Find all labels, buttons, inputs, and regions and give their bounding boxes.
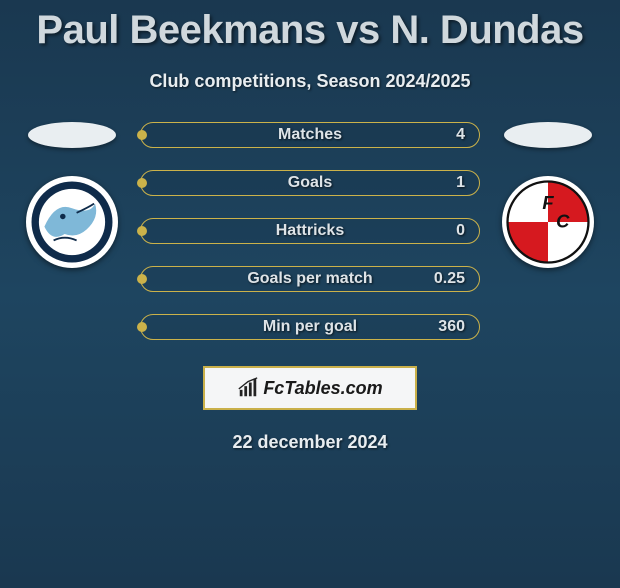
stat-row-matches: Matches 4 xyxy=(140,122,480,148)
stat-label: Hattricks xyxy=(276,222,344,240)
stat-row-min-per-goal: Min per goal 360 xyxy=(140,314,480,340)
stat-label: Goals xyxy=(288,174,332,192)
stats-list: Matches 4 Goals 1 Hattricks 0 Goals per … xyxy=(140,122,480,340)
stat-value: 0 xyxy=(456,222,465,240)
fc-den-bosch-crest xyxy=(26,176,118,268)
stat-value: 360 xyxy=(438,318,465,336)
den-bosch-icon xyxy=(26,176,118,268)
page-title: Paul Beekmans vs N. Dundas xyxy=(0,8,620,53)
subtitle: Club competitions, Season 2024/2025 xyxy=(0,71,620,92)
brand-box[interactable]: FcTables.com xyxy=(203,366,417,410)
stat-row-goals: Goals 1 xyxy=(140,170,480,196)
fc-utrecht-crest: F C xyxy=(502,176,594,268)
stat-value: 4 xyxy=(456,126,465,144)
svg-text:F: F xyxy=(542,192,554,213)
chart-icon xyxy=(237,377,259,399)
stat-value: 0.25 xyxy=(434,270,465,288)
utrecht-icon: F C xyxy=(502,176,594,268)
stat-row-goals-per-match: Goals per match 0.25 xyxy=(140,266,480,292)
svg-text:C: C xyxy=(556,211,570,232)
right-player-column: F C xyxy=(498,122,598,268)
stat-label: Matches xyxy=(278,126,342,144)
date-text: 22 december 2024 xyxy=(0,432,620,453)
stat-label: Goals per match xyxy=(247,270,372,288)
left-player-flag-placeholder xyxy=(28,122,116,148)
stat-row-hattricks: Hattricks 0 xyxy=(140,218,480,244)
comparison-panel: Matches 4 Goals 1 Hattricks 0 Goals per … xyxy=(0,122,620,340)
brand-text: FcTables.com xyxy=(263,378,382,399)
right-player-flag-placeholder xyxy=(504,122,592,148)
stat-label: Min per goal xyxy=(263,318,357,336)
left-player-column xyxy=(22,122,122,268)
stat-value: 1 xyxy=(456,174,465,192)
